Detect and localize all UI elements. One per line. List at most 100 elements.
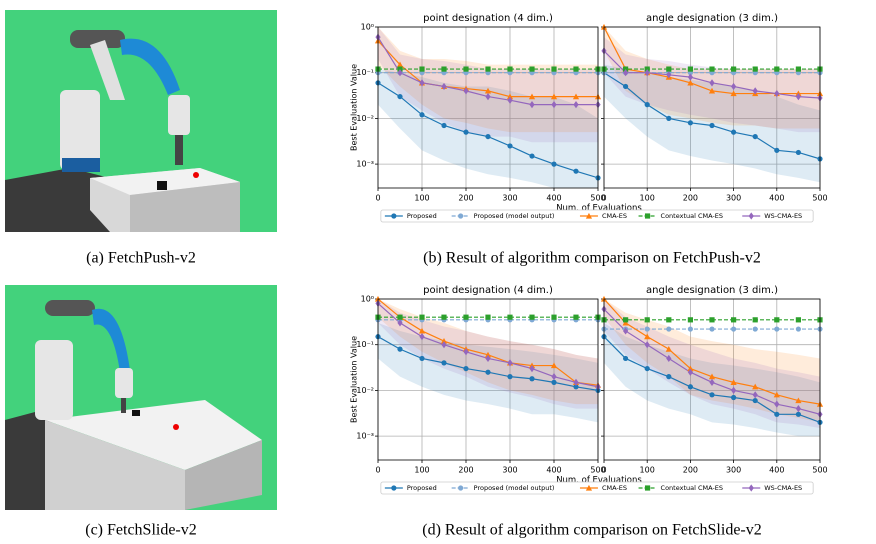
x-axis-label: Num. of Evaluations <box>556 476 642 486</box>
data-point <box>709 66 715 72</box>
data-point <box>573 101 579 109</box>
data-point <box>484 87 492 94</box>
data-point <box>485 92 491 101</box>
legend-label: Proposed (model output) <box>474 484 555 492</box>
x-tick-label: 300 <box>726 194 741 203</box>
y-axis-label: Best Evaluation Value <box>350 64 359 151</box>
x-tick-label: 100 <box>640 194 655 203</box>
x-tick-label: 0 <box>375 466 380 475</box>
x-tick-label: 500 <box>812 194 827 203</box>
data-point <box>709 79 715 87</box>
data-point <box>752 87 758 95</box>
data-point <box>419 79 425 87</box>
legend-marker <box>585 484 593 491</box>
legend-label: Proposed <box>407 212 437 220</box>
data-point <box>687 365 694 372</box>
data-point <box>551 314 557 320</box>
data-point <box>529 376 535 382</box>
x-tick-label: 0 <box>375 194 380 203</box>
data-point <box>795 66 801 72</box>
data-point <box>529 101 535 109</box>
data-point <box>463 66 469 72</box>
data-point <box>644 341 650 349</box>
data-point <box>752 317 758 323</box>
data-point <box>644 365 650 372</box>
data-point <box>774 411 780 417</box>
panel-title: point designation (4 dim.) <box>423 13 553 24</box>
legend-label: Contextual CMA-ES <box>661 484 723 492</box>
data-point <box>731 394 737 401</box>
x-tick-label: 200 <box>683 194 698 203</box>
data-point <box>485 314 491 320</box>
data-point <box>550 93 558 100</box>
data-point <box>644 69 650 77</box>
x-tick-label: 300 <box>502 466 517 475</box>
data-point <box>774 89 780 98</box>
legend-marker <box>644 213 651 219</box>
data-point <box>485 133 491 140</box>
legend-label: CMA-ES <box>602 484 627 492</box>
data-point <box>441 314 447 320</box>
data-point <box>441 360 447 366</box>
data-point <box>441 341 447 349</box>
data-point <box>731 386 737 395</box>
data-point <box>397 346 403 352</box>
data-point <box>528 93 536 100</box>
data-point <box>441 122 447 129</box>
data-point <box>484 351 492 358</box>
data-point <box>752 133 758 140</box>
data-point <box>666 354 672 363</box>
legend-marker <box>748 212 754 220</box>
x-tick-label: 100 <box>640 466 655 475</box>
data-point <box>418 327 426 334</box>
caption: (c) FetchSlide-v2 <box>85 522 197 539</box>
data-point <box>666 326 672 332</box>
plot-area <box>604 27 820 188</box>
legend-marker <box>585 212 593 219</box>
data-point <box>529 153 535 159</box>
confidence-band <box>378 27 598 133</box>
y-tick-label: 10⁻² <box>356 114 374 123</box>
data-point <box>644 66 650 72</box>
data-point <box>485 354 491 363</box>
data-point <box>752 383 759 390</box>
data-point <box>644 333 651 340</box>
data-point <box>551 101 557 109</box>
data-point <box>709 326 715 332</box>
confidence-band <box>378 69 598 188</box>
axes-frame <box>377 26 599 189</box>
data-point <box>573 66 579 72</box>
data-point <box>529 364 535 373</box>
caption: (d) Result of algorithm comparison on Fe… <box>422 522 762 539</box>
data-point <box>623 66 629 72</box>
legend-marker <box>391 485 397 491</box>
axes-frame <box>603 26 821 189</box>
data-point <box>687 384 694 390</box>
data-point <box>731 66 737 72</box>
data-point <box>687 317 693 323</box>
data-point <box>709 392 715 398</box>
data-point <box>529 66 535 72</box>
data-point <box>687 368 693 376</box>
data-point <box>708 373 716 380</box>
data-point <box>623 317 629 323</box>
robot-image-push <box>5 10 277 232</box>
y-axis-label: Best Evaluation Value <box>350 336 359 423</box>
data-point <box>507 96 513 104</box>
x-tick-label: 100 <box>414 466 429 475</box>
x-tick-label: 400 <box>546 194 561 203</box>
data-point <box>709 317 715 323</box>
data-point <box>774 326 780 332</box>
data-point <box>666 71 672 79</box>
data-point <box>773 391 780 398</box>
data-point <box>622 319 629 326</box>
data-point <box>774 66 780 72</box>
data-point <box>506 93 514 100</box>
data-point <box>774 400 780 408</box>
data-point <box>731 82 737 91</box>
data-point <box>665 346 672 352</box>
y-tick-label: 10⁻¹ <box>356 68 374 77</box>
data-point <box>795 404 801 413</box>
data-point <box>752 397 758 404</box>
